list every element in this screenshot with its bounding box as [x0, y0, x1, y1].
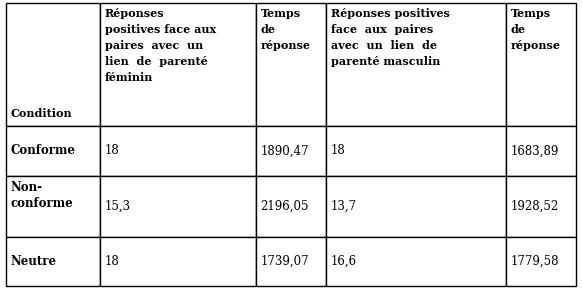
Text: 1928,52: 1928,52	[510, 200, 559, 213]
Bar	[100, 236, 256, 286]
Text: Temps
de
réponse: Temps de réponse	[261, 8, 311, 51]
Bar	[506, 126, 576, 176]
Text: 1739,07: 1739,07	[261, 255, 309, 268]
Text: 15,3: 15,3	[105, 200, 131, 213]
Bar	[6, 3, 100, 126]
Bar	[256, 236, 326, 286]
Text: Conforme: Conforme	[10, 144, 76, 158]
Text: 18: 18	[105, 144, 120, 158]
Bar	[256, 176, 326, 236]
Text: Non-
conforme: Non- conforme	[10, 181, 73, 210]
Text: Temps
de
réponse: Temps de réponse	[510, 8, 560, 51]
Text: 2196,05: 2196,05	[261, 200, 309, 213]
Text: Réponses positives
face  aux  paires
avec  un  lien  de
parenté masculin: Réponses positives face aux paires avec …	[331, 8, 450, 67]
Bar	[326, 176, 506, 236]
Bar	[256, 3, 326, 126]
Text: 16,6: 16,6	[331, 255, 357, 268]
Bar	[326, 126, 506, 176]
Text: Neutre: Neutre	[10, 255, 56, 268]
Text: 1779,58: 1779,58	[510, 255, 559, 268]
Bar	[506, 176, 576, 236]
Text: 18: 18	[331, 144, 346, 158]
Bar	[100, 176, 256, 236]
Text: Réponses
positives face aux
paires  avec  un
lien  de  parenté
féminin: Réponses positives face aux paires avec …	[105, 8, 216, 83]
Bar	[326, 3, 506, 126]
Text: Condition: Condition	[10, 108, 72, 119]
Text: 1683,89: 1683,89	[510, 144, 559, 158]
Bar	[100, 126, 256, 176]
Bar	[6, 176, 100, 236]
Text: 1890,47: 1890,47	[261, 144, 309, 158]
Bar	[6, 126, 100, 176]
Text: 13,7: 13,7	[331, 200, 357, 213]
Bar	[6, 236, 100, 286]
Bar	[256, 126, 326, 176]
Bar	[100, 3, 256, 126]
Bar	[506, 236, 576, 286]
Bar	[326, 236, 506, 286]
Bar	[506, 3, 576, 126]
Text: 18: 18	[105, 255, 120, 268]
